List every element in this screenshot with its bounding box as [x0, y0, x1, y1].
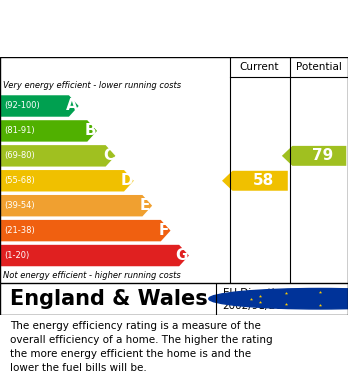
Text: Energy Efficiency Rating: Energy Efficiency Rating: [60, 34, 288, 52]
Text: England & Wales: England & Wales: [10, 289, 208, 309]
Text: Very energy efficient - lower running costs: Very energy efficient - lower running co…: [3, 81, 182, 90]
Text: Current: Current: [240, 62, 279, 72]
Polygon shape: [282, 146, 346, 166]
Text: C: C: [103, 148, 114, 163]
Text: G: G: [176, 248, 188, 263]
Text: E: E: [140, 198, 150, 213]
Text: (39-54): (39-54): [5, 201, 35, 210]
Circle shape: [209, 289, 348, 309]
Text: (55-68): (55-68): [5, 176, 35, 185]
Text: Potential: Potential: [296, 62, 342, 72]
Text: F: F: [158, 223, 169, 238]
Polygon shape: [1, 245, 189, 266]
Polygon shape: [1, 145, 116, 167]
Text: 79: 79: [311, 148, 333, 163]
Text: (81-91): (81-91): [5, 126, 35, 135]
Text: The energy efficiency rating is a measure of the
overall efficiency of a home. T: The energy efficiency rating is a measur…: [10, 321, 273, 373]
Text: D: D: [120, 173, 133, 188]
Text: (21-38): (21-38): [5, 226, 35, 235]
Text: (92-100): (92-100): [5, 102, 40, 111]
Polygon shape: [1, 220, 171, 241]
Text: EU Directive: EU Directive: [223, 288, 287, 298]
Text: (1-20): (1-20): [5, 251, 30, 260]
Text: 2002/91/EC: 2002/91/EC: [223, 301, 283, 311]
Polygon shape: [1, 195, 152, 216]
Text: A: A: [66, 99, 78, 113]
Polygon shape: [1, 170, 134, 192]
Polygon shape: [1, 120, 97, 142]
Text: (69-80): (69-80): [5, 151, 35, 160]
Text: 58: 58: [252, 173, 274, 188]
Polygon shape: [222, 171, 288, 191]
Polygon shape: [1, 95, 79, 117]
Text: Not energy efficient - higher running costs: Not energy efficient - higher running co…: [3, 271, 181, 280]
Text: B: B: [84, 124, 96, 138]
